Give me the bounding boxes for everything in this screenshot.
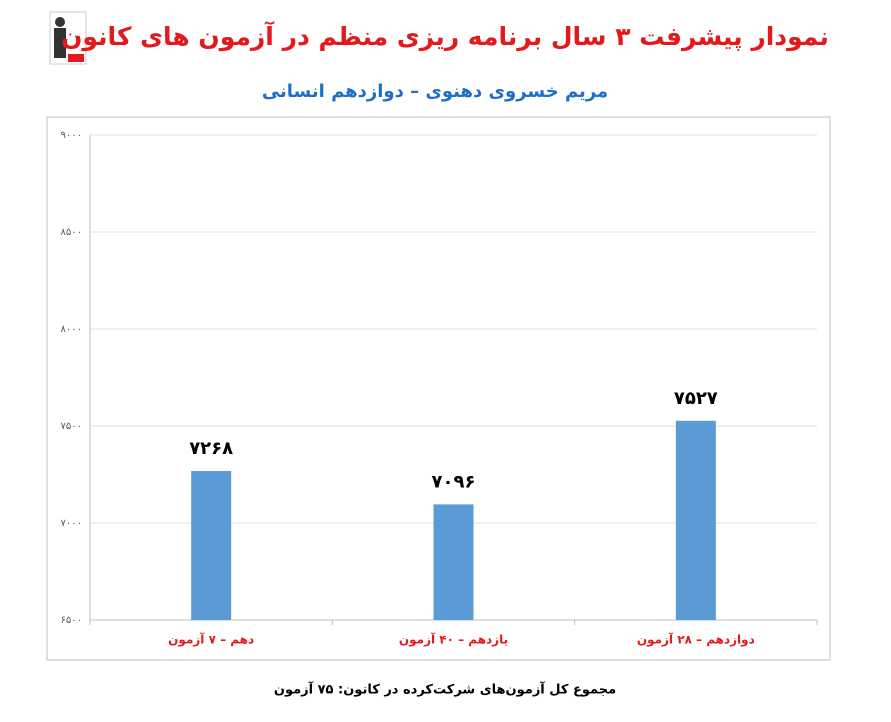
logo (49, 11, 87, 65)
chart-title: نمودار پیشرفت ۳ سال برنامه ریزی منظم در … (61, 21, 829, 52)
x-tick-label: دهم – ۷ آزمون (168, 632, 254, 648)
plot-frame (46, 116, 831, 661)
y-tick-label: ۶۵۰۰ (61, 615, 82, 626)
bar (675, 420, 716, 620)
value-label: ۷۵۲۷ (674, 388, 718, 409)
x-tick-label: یازدهم – ۴۰ آزمون (399, 632, 508, 648)
y-tick-label: ۸۵۰۰ (61, 227, 82, 238)
y-tick-label: ۷۰۰۰ (61, 518, 82, 529)
value-label: ۷۲۶۸ (189, 438, 233, 459)
chart-subtitle: مریم خسروی دهنوی – دوازدهم انسانی (262, 81, 608, 102)
y-tick-label: ۹۰۰۰ (61, 130, 82, 141)
bar (191, 471, 232, 620)
bar (433, 504, 474, 620)
y-tick-label: ۸۰۰۰ (61, 324, 82, 335)
footer-note: مجموع کل آزمون‌های شرکت‌کرده در کانون: ۷… (274, 681, 616, 698)
value-label: ۷۰۹۶ (432, 471, 476, 492)
x-tick-label: دوازدهم – ۲۸ آزمون (637, 632, 755, 648)
y-tick-label: ۷۵۰۰ (61, 421, 82, 432)
